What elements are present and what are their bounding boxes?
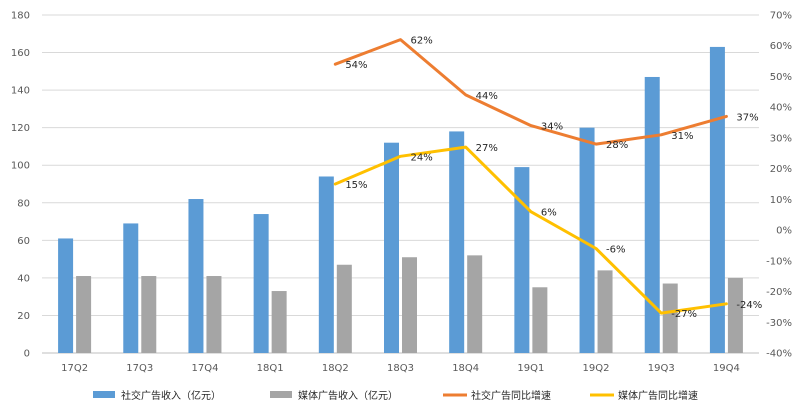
x-tick-label: 17Q4 xyxy=(191,363,218,374)
left-tick-label: 140 xyxy=(11,86,30,97)
social-ad-bar xyxy=(188,199,204,353)
x-tick-label: 18Q1 xyxy=(257,363,284,374)
social-ad-bar xyxy=(644,76,660,353)
left-tick-label: 20 xyxy=(17,311,30,322)
left-tick-label: 180 xyxy=(11,11,30,22)
legend-label: 社交广告同比增速 xyxy=(471,389,551,402)
right-tick-label: 0% xyxy=(776,226,792,237)
x-axis-ticks: 17Q2 17Q3 17Q4 18Q1 18Q2 18Q3 18Q4 19Q1 19Q2 19Q3… xyxy=(61,363,740,374)
media-growth-label: 27% xyxy=(476,143,498,154)
x-tick-label: 17Q2 xyxy=(61,363,88,374)
social-growth-label: 28% xyxy=(606,140,628,151)
right-tick-label: 50% xyxy=(770,72,792,83)
media-ad-bar xyxy=(532,287,548,353)
left-tick-label: 60 xyxy=(17,236,30,247)
left-tick-label: 100 xyxy=(11,161,30,172)
bar-series xyxy=(58,46,743,354)
social-growth-label: 44% xyxy=(476,91,498,102)
media-growth-label: 6% xyxy=(541,208,557,219)
social-ad-bar xyxy=(384,142,399,353)
social-growth-label: 37% xyxy=(736,112,758,123)
right-tick-label: 70% xyxy=(770,11,792,22)
social-ad-bar xyxy=(58,238,74,353)
legend-label: 社交广告收入（亿元） xyxy=(121,389,221,402)
social-ad-bar xyxy=(449,131,465,353)
right-axis-ticks: -40% -30% -20% -10% 0% 10% 20% 30% 40% 50% 60% 70% xyxy=(766,11,792,360)
left-axis-ticks: 0 20 40 60 80 100 120 140 160 180 xyxy=(11,11,30,360)
gridlines xyxy=(42,14,759,354)
social-ad-bar xyxy=(514,167,530,353)
legend-swatch xyxy=(270,391,292,398)
social-growth-label: 34% xyxy=(541,122,563,133)
media-ad-bar xyxy=(141,276,157,353)
social-growth-label: 54% xyxy=(345,60,367,71)
right-tick-label: 40% xyxy=(770,103,792,114)
media-ad-bar xyxy=(76,276,92,353)
x-tick-label: 19Q3 xyxy=(648,363,675,374)
right-tick-label: -10% xyxy=(766,256,792,267)
media-ad-bar xyxy=(402,257,417,353)
left-tick-label: 80 xyxy=(17,198,30,209)
left-tick-label: 40 xyxy=(17,273,30,284)
right-tick-label: -20% xyxy=(766,287,792,298)
media-ad-bar xyxy=(727,277,743,353)
right-tick-label: -30% xyxy=(766,318,792,329)
x-tick-label: 18Q2 xyxy=(322,363,349,374)
media-ad-bar xyxy=(467,255,483,353)
x-tick-label: 19Q1 xyxy=(517,363,544,374)
legend: 社交广告收入（亿元） 媒体广告收入（亿元） 社交广告同比增速 媒体广告同比增速 xyxy=(93,389,698,402)
social-growth-line xyxy=(333,38,728,146)
media-ad-bar xyxy=(336,264,352,353)
media-growth-label: 15% xyxy=(345,180,367,191)
media-growth-label: -6% xyxy=(606,245,625,256)
x-tick-label: 17Q3 xyxy=(126,363,153,374)
right-tick-label: -40% xyxy=(766,349,792,360)
social-ad-bar xyxy=(579,127,595,354)
media-ad-bar xyxy=(271,291,287,353)
left-tick-label: 160 xyxy=(11,48,30,59)
media-growth-line xyxy=(333,145,728,315)
right-tick-label: 60% xyxy=(770,41,792,52)
media-ad-bar xyxy=(597,270,613,353)
social-ad-bar xyxy=(123,223,139,353)
left-tick-label: 120 xyxy=(11,123,30,134)
legend-swatch xyxy=(93,391,115,398)
social-growth-label: 62% xyxy=(411,36,433,47)
media-growth-label: 24% xyxy=(411,152,433,163)
right-tick-label: 10% xyxy=(770,195,792,206)
social-ad-bar xyxy=(253,214,269,353)
media-ad-bar xyxy=(206,276,222,353)
social-ad-bar xyxy=(709,46,725,354)
left-tick-label: 0 xyxy=(24,349,30,360)
right-tick-label: 30% xyxy=(770,133,792,144)
x-tick-label: 18Q4 xyxy=(452,363,479,374)
media-ad-bar xyxy=(662,283,678,353)
social-ad-bar xyxy=(318,176,334,353)
line-series: 54% 62% 44% 34% 28% 31% 37% 15% 24% 27% 6% -6% -27% -… xyxy=(333,36,762,320)
x-tick-label: 18Q3 xyxy=(387,363,414,374)
x-tick-label: 19Q2 xyxy=(583,363,610,374)
media-growth-label: -27% xyxy=(671,309,697,320)
media-growth-label: -24% xyxy=(736,300,762,311)
legend-label: 媒体广告收入（亿元） xyxy=(298,389,398,402)
legend-label: 媒体广告同比增速 xyxy=(618,389,698,402)
x-tick-label: 19Q4 xyxy=(713,363,740,374)
social-growth-label: 31% xyxy=(671,131,693,142)
right-tick-label: 20% xyxy=(770,164,792,175)
